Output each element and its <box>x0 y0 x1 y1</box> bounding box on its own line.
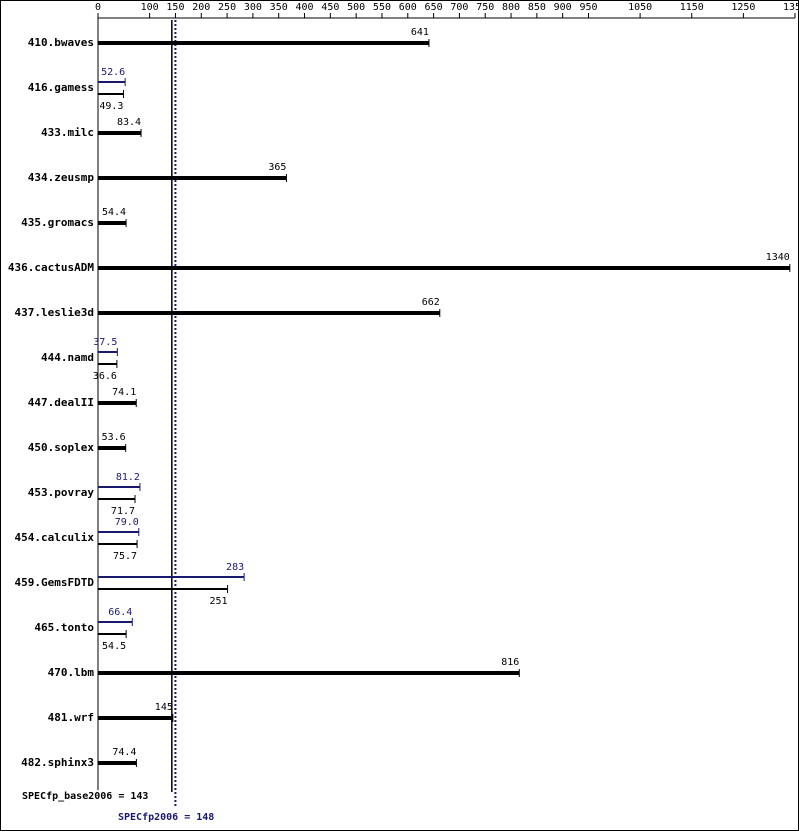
x-tick-label: 450 <box>321 2 339 13</box>
x-tick-label: 350 <box>270 2 288 13</box>
x-tick-label: 1050 <box>628 2 652 13</box>
category-label: 410.bwaves <box>28 36 94 49</box>
category-label: 437.leslie3d <box>15 306 94 319</box>
value-label: 49.3 <box>99 101 123 112</box>
bar <box>98 543 138 545</box>
value-label: 81.2 <box>116 472 140 483</box>
bar <box>98 266 790 270</box>
x-tick-label: 700 <box>450 2 468 13</box>
x-tick-label: 750 <box>476 2 494 13</box>
x-tick-label: 600 <box>399 2 417 13</box>
value-label: 37.5 <box>93 337 117 348</box>
value-label: 641 <box>411 27 429 38</box>
bar <box>98 761 137 765</box>
x-tick-label: 1350 <box>783 2 799 13</box>
bar <box>98 633 127 635</box>
x-tick-label: 1250 <box>731 2 755 13</box>
bar <box>98 671 520 675</box>
x-tick-label: 1150 <box>680 2 704 13</box>
x-tick-label: 300 <box>244 2 262 13</box>
value-label: 71.7 <box>111 506 135 517</box>
bar <box>98 716 173 720</box>
x-tick-label: 0 <box>95 2 101 13</box>
bar <box>98 363 117 365</box>
x-tick-label: 900 <box>554 2 572 13</box>
bar <box>98 401 137 405</box>
x-tick-label: 850 <box>528 2 546 13</box>
value-label: 1340 <box>766 252 790 263</box>
bar <box>98 446 126 450</box>
category-label: 453.povray <box>28 486 95 499</box>
value-label: 66.4 <box>108 607 132 618</box>
x-tick-label: 150 <box>166 2 184 13</box>
value-label: 74.4 <box>112 747 136 758</box>
bar <box>98 576 245 578</box>
x-tick-label: 250 <box>218 2 236 13</box>
category-label: 459.GemsFDTD <box>15 576 95 589</box>
value-label: 74.1 <box>112 387 136 398</box>
category-label: 444.namd <box>41 351 94 364</box>
value-label: 145 <box>155 702 173 713</box>
value-label: 251 <box>210 596 228 607</box>
bar <box>98 41 429 45</box>
category-label: 447.dealII <box>28 396 94 409</box>
x-tick-label: 100 <box>141 2 159 13</box>
category-label: 454.calculix <box>15 531 95 544</box>
category-label: 435.gromacs <box>21 216 94 229</box>
value-label: 75.7 <box>113 551 137 562</box>
x-tick-label: 550 <box>373 2 391 13</box>
value-label: 54.4 <box>102 207 126 218</box>
value-label: 36.6 <box>93 371 117 382</box>
bar <box>98 486 140 488</box>
value-label: 816 <box>501 657 519 668</box>
value-label: 662 <box>422 297 440 308</box>
category-label: 481.wrf <box>48 711 94 724</box>
category-label: 434.zeusmp <box>28 171 95 184</box>
value-label: 53.6 <box>102 432 126 443</box>
bar <box>98 93 124 95</box>
value-label: 365 <box>268 162 286 173</box>
value-label: 79.0 <box>115 517 139 528</box>
category-label: 482.sphinx3 <box>21 756 94 769</box>
x-tick-label: 200 <box>192 2 210 13</box>
category-label: 470.lbm <box>48 666 95 679</box>
category-label: 436.cactusADM <box>8 261 94 274</box>
value-label: 283 <box>226 562 244 573</box>
reference-label: SPECfp2006 = 148 <box>118 812 214 823</box>
bar <box>98 311 440 315</box>
x-tick-label: 400 <box>295 2 313 13</box>
bar <box>98 81 126 83</box>
bar <box>98 351 118 353</box>
x-tick-label: 500 <box>347 2 365 13</box>
category-label: 465.tonto <box>34 621 94 634</box>
bar <box>98 221 127 225</box>
x-tick-label: 950 <box>579 2 597 13</box>
category-label: 450.soplex <box>28 441 95 454</box>
reference-label: SPECfp_base2006 = 143 <box>22 791 148 802</box>
value-label: 52.6 <box>101 67 125 78</box>
category-label: 433.milc <box>41 126 94 139</box>
x-tick-label: 800 <box>502 2 520 13</box>
bar <box>98 131 142 135</box>
bar <box>98 621 133 623</box>
value-label: 83.4 <box>117 117 141 128</box>
bar <box>98 588 228 590</box>
bar <box>98 498 136 500</box>
bar <box>98 531 139 533</box>
value-label: 54.5 <box>102 641 126 652</box>
bar <box>98 176 287 180</box>
category-label: 416.gamess <box>28 81 94 94</box>
x-tick-label: 650 <box>425 2 443 13</box>
